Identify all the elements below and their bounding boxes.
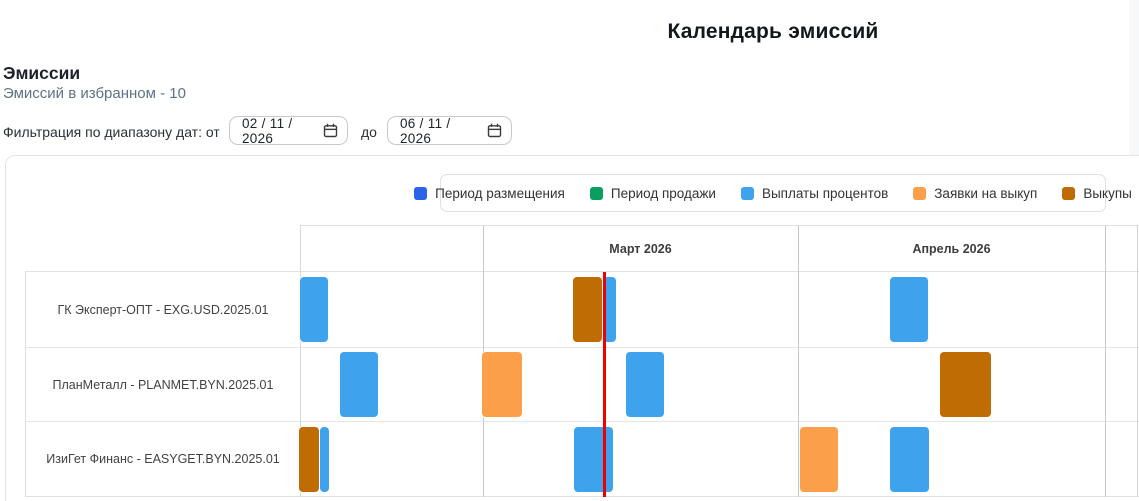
gridline-vertical — [798, 225, 799, 497]
sale-swatch — [589, 186, 603, 200]
gridline-vertical — [300, 225, 301, 497]
gridline-vertical — [1137, 225, 1138, 497]
date-filter-label: Фильтрация по диапазону дат: от — [3, 124, 220, 140]
gantt-bar-payment[interactable] — [890, 277, 928, 342]
emission-row-label: ГК Эксперт-ОПТ - EXG.USD.2025.01 — [57, 302, 269, 317]
payment-swatch — [740, 186, 754, 200]
legend-item-buyback: Выкупы — [1062, 186, 1132, 201]
gantt-bar-buyback[interactable] — [940, 352, 991, 417]
legend-label: Заявки на выкуп — [934, 185, 1038, 201]
gridline-horizontal — [300, 225, 1139, 226]
emission-row-label: ИзиГет Финанс - EASYGET.BYN.2025.01 — [46, 452, 280, 466]
calendar-icon[interactable] — [487, 123, 502, 138]
request-swatch — [913, 186, 927, 200]
buyback-swatch — [1062, 186, 1076, 200]
legend-label: Период размещения — [435, 185, 565, 201]
emissions-calendar-panel — [5, 155, 1139, 501]
gantt-bar-payment[interactable] — [300, 277, 328, 342]
gantt-bar-payment[interactable] — [320, 427, 329, 492]
gantt-bar-payment[interactable] — [626, 352, 664, 417]
legend-item-request: Заявки на выкуп — [913, 186, 1037, 201]
gridline-vertical — [1105, 225, 1106, 497]
legend-item-payment: Выплаты процентов — [740, 185, 889, 201]
legend-item-placement: Период размещения — [414, 186, 565, 201]
section-title: Эмиссии — [3, 62, 81, 83]
chart-legend: Период размещения Период продажи Выплаты… — [414, 174, 1132, 212]
date-filter-between-label: до — [361, 124, 377, 140]
date-from-input[interactable]: 02 / 11 / 2026 — [229, 115, 348, 146]
legend-label: Выплаты процентов — [761, 185, 889, 201]
gantt-bar-payment[interactable] — [890, 427, 929, 492]
gantt-bar-payment[interactable] — [340, 352, 378, 417]
gantt-bar-request[interactable] — [482, 352, 522, 417]
calendar-icon[interactable] — [323, 123, 338, 138]
legend-label: Выкупы — [1083, 185, 1132, 201]
gridline-vertical — [25, 271, 26, 497]
today-line — [603, 272, 606, 497]
gridline-horizontal — [25, 271, 1139, 272]
gantt-bar-buyback[interactable] — [573, 277, 602, 342]
gridline-horizontal — [25, 496, 1139, 497]
date-from-value: 02 / 11 / 2026 — [242, 115, 293, 146]
page-scroll-gutter — [1129, 0, 1139, 155]
date-to-input[interactable]: 06 / 11 / 2026 — [387, 115, 512, 146]
legend-item-sale: Период продажи — [589, 185, 716, 201]
placement-swatch — [414, 186, 428, 200]
gantt-bar-payment[interactable] — [574, 427, 613, 492]
gantt-bar-request[interactable] — [800, 427, 838, 492]
month-header-march: Март 2026 — [609, 242, 672, 256]
favorites-count-text: Эмиссий в избранном - 10 — [3, 85, 186, 102]
gridline-horizontal — [25, 421, 1139, 422]
gridline-horizontal — [25, 347, 1139, 348]
gantt-bar-payment[interactable] — [603, 277, 616, 342]
page-title: Календарь эмиссий — [667, 20, 879, 44]
date-to-value: 06 / 11 / 2026 — [400, 115, 451, 146]
emission-row-label: ПланМеталл - PLANMET.BYN.2025.01 — [52, 377, 274, 392]
month-header-april: Апрель 2026 — [912, 242, 991, 256]
legend-label: Период продажи — [610, 185, 716, 201]
gantt-bar-buyback[interactable] — [299, 427, 319, 492]
